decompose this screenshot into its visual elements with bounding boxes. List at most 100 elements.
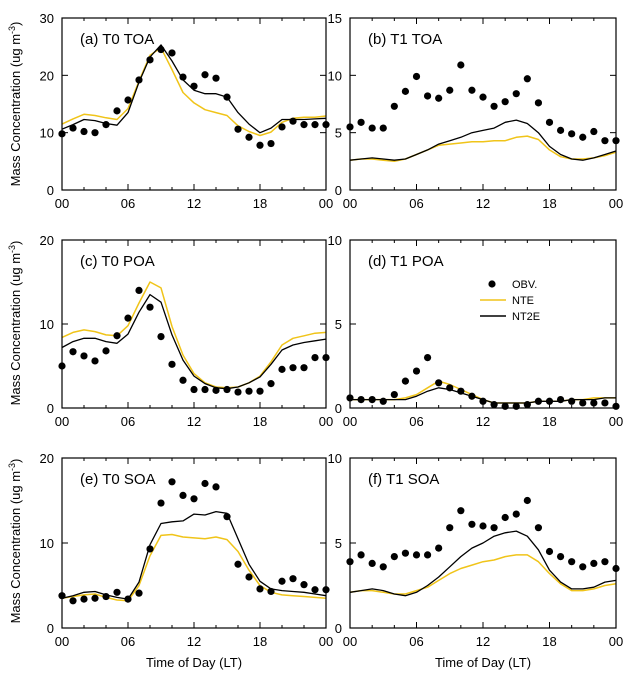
- x-tick-label: 18: [542, 196, 556, 211]
- x-tick-label: 06: [121, 634, 135, 649]
- obs-point: [278, 123, 286, 131]
- x-tick-label: 06: [121, 196, 135, 211]
- nte-line: [349, 554, 617, 595]
- x-tick-label: 12: [187, 414, 201, 429]
- obs-point: [390, 390, 398, 399]
- obs-point: [490, 524, 498, 532]
- obs-point: [135, 76, 143, 84]
- obs-point: [401, 87, 410, 95]
- obs-point: [179, 491, 187, 499]
- obs-point: [69, 124, 77, 132]
- obs-point: [534, 99, 543, 107]
- obs-point: [568, 130, 576, 138]
- panel-title: (c) T0 POA: [80, 253, 155, 270]
- y-tick-label: 0: [47, 621, 54, 636]
- x-tick-label: 06: [121, 414, 135, 429]
- nte-line: [349, 135, 617, 163]
- obs-point: [446, 524, 454, 532]
- x-tick-label: 18: [542, 634, 556, 649]
- obs-point: [479, 397, 487, 405]
- obs-point: [245, 387, 253, 395]
- obs-point: [267, 380, 275, 388]
- x-tick-label: 18: [253, 414, 267, 429]
- obs-point: [168, 478, 176, 486]
- obs-point: [545, 397, 554, 405]
- y-tick-label: 5: [335, 317, 342, 332]
- nt2e-line: [349, 119, 617, 161]
- obs-point: [379, 563, 387, 571]
- obs-point: [357, 551, 365, 559]
- nt2e-line: [61, 293, 327, 390]
- obs-point: [234, 388, 242, 396]
- plot-frame: [61, 239, 327, 409]
- obs-point: [124, 595, 132, 603]
- obs-point: [223, 385, 231, 394]
- x-tick-label: 00: [55, 196, 69, 211]
- y-tick-label: 5: [335, 536, 342, 551]
- obs-point: [179, 376, 187, 384]
- y-tick-label: 10: [40, 536, 54, 551]
- obs-point: [601, 399, 609, 407]
- x-tick-label: 00: [343, 634, 357, 649]
- y-tick-label: 10: [40, 126, 54, 141]
- obs-point: [212, 74, 220, 82]
- plot-frame: [61, 457, 327, 629]
- legend: OBV. NTE NT2E: [480, 279, 540, 323]
- obs-point: [579, 563, 587, 571]
- obs-point: [379, 124, 387, 132]
- obs-point: [102, 121, 110, 129]
- obs-point: [490, 401, 498, 409]
- obs-point: [468, 520, 476, 528]
- obs-point: [523, 75, 531, 83]
- obs-point: [412, 551, 421, 559]
- obs-point: [468, 392, 476, 400]
- obs-point: [435, 544, 443, 552]
- obs-point: [223, 93, 231, 101]
- obs-point: [80, 595, 88, 603]
- obs-point: [501, 513, 509, 522]
- x-tick-label: 00: [319, 196, 333, 211]
- obs-point: [267, 139, 275, 148]
- x-axis-title-left: Time of Day (LT): [146, 655, 242, 670]
- obs-point: [234, 560, 242, 568]
- obs-point: [311, 586, 319, 594]
- x-tick-label: 00: [343, 196, 357, 211]
- obs-point: [278, 577, 286, 585]
- y-tick-label: 0: [47, 401, 54, 416]
- x-tick-label: 12: [476, 196, 490, 211]
- obs-point: [157, 45, 165, 54]
- obs-point: [379, 397, 387, 405]
- obs-point: [601, 558, 609, 566]
- plot-frame: [349, 457, 617, 629]
- panel-title: (d) T1 POA: [368, 253, 444, 270]
- obs-point: [568, 397, 576, 405]
- obs-point: [368, 124, 376, 132]
- obs-point: [435, 94, 443, 102]
- obs-point: [512, 510, 520, 518]
- obs-point: [124, 96, 132, 104]
- x-tick-label: 00: [55, 414, 69, 429]
- y-axis-title-row2: Mass Concentration (ug m-3): [7, 241, 23, 406]
- obs-point: [256, 141, 264, 149]
- x-tick-label: 12: [187, 196, 201, 211]
- obs-point: [300, 581, 308, 589]
- obs-point: [300, 364, 308, 372]
- obs-point: [579, 399, 587, 407]
- x-tick-label: 18: [253, 634, 267, 649]
- obs-point: [278, 365, 286, 373]
- obs-point: [468, 86, 476, 94]
- obs-point: [446, 86, 454, 94]
- obs-point: [201, 479, 209, 488]
- obs-point: [91, 594, 99, 602]
- obs-point: [289, 364, 297, 372]
- x-tick-label: 12: [476, 634, 490, 649]
- obs-point: [157, 333, 165, 341]
- y-tick-label: 10: [40, 317, 54, 332]
- y-tick-label: 0: [335, 183, 342, 198]
